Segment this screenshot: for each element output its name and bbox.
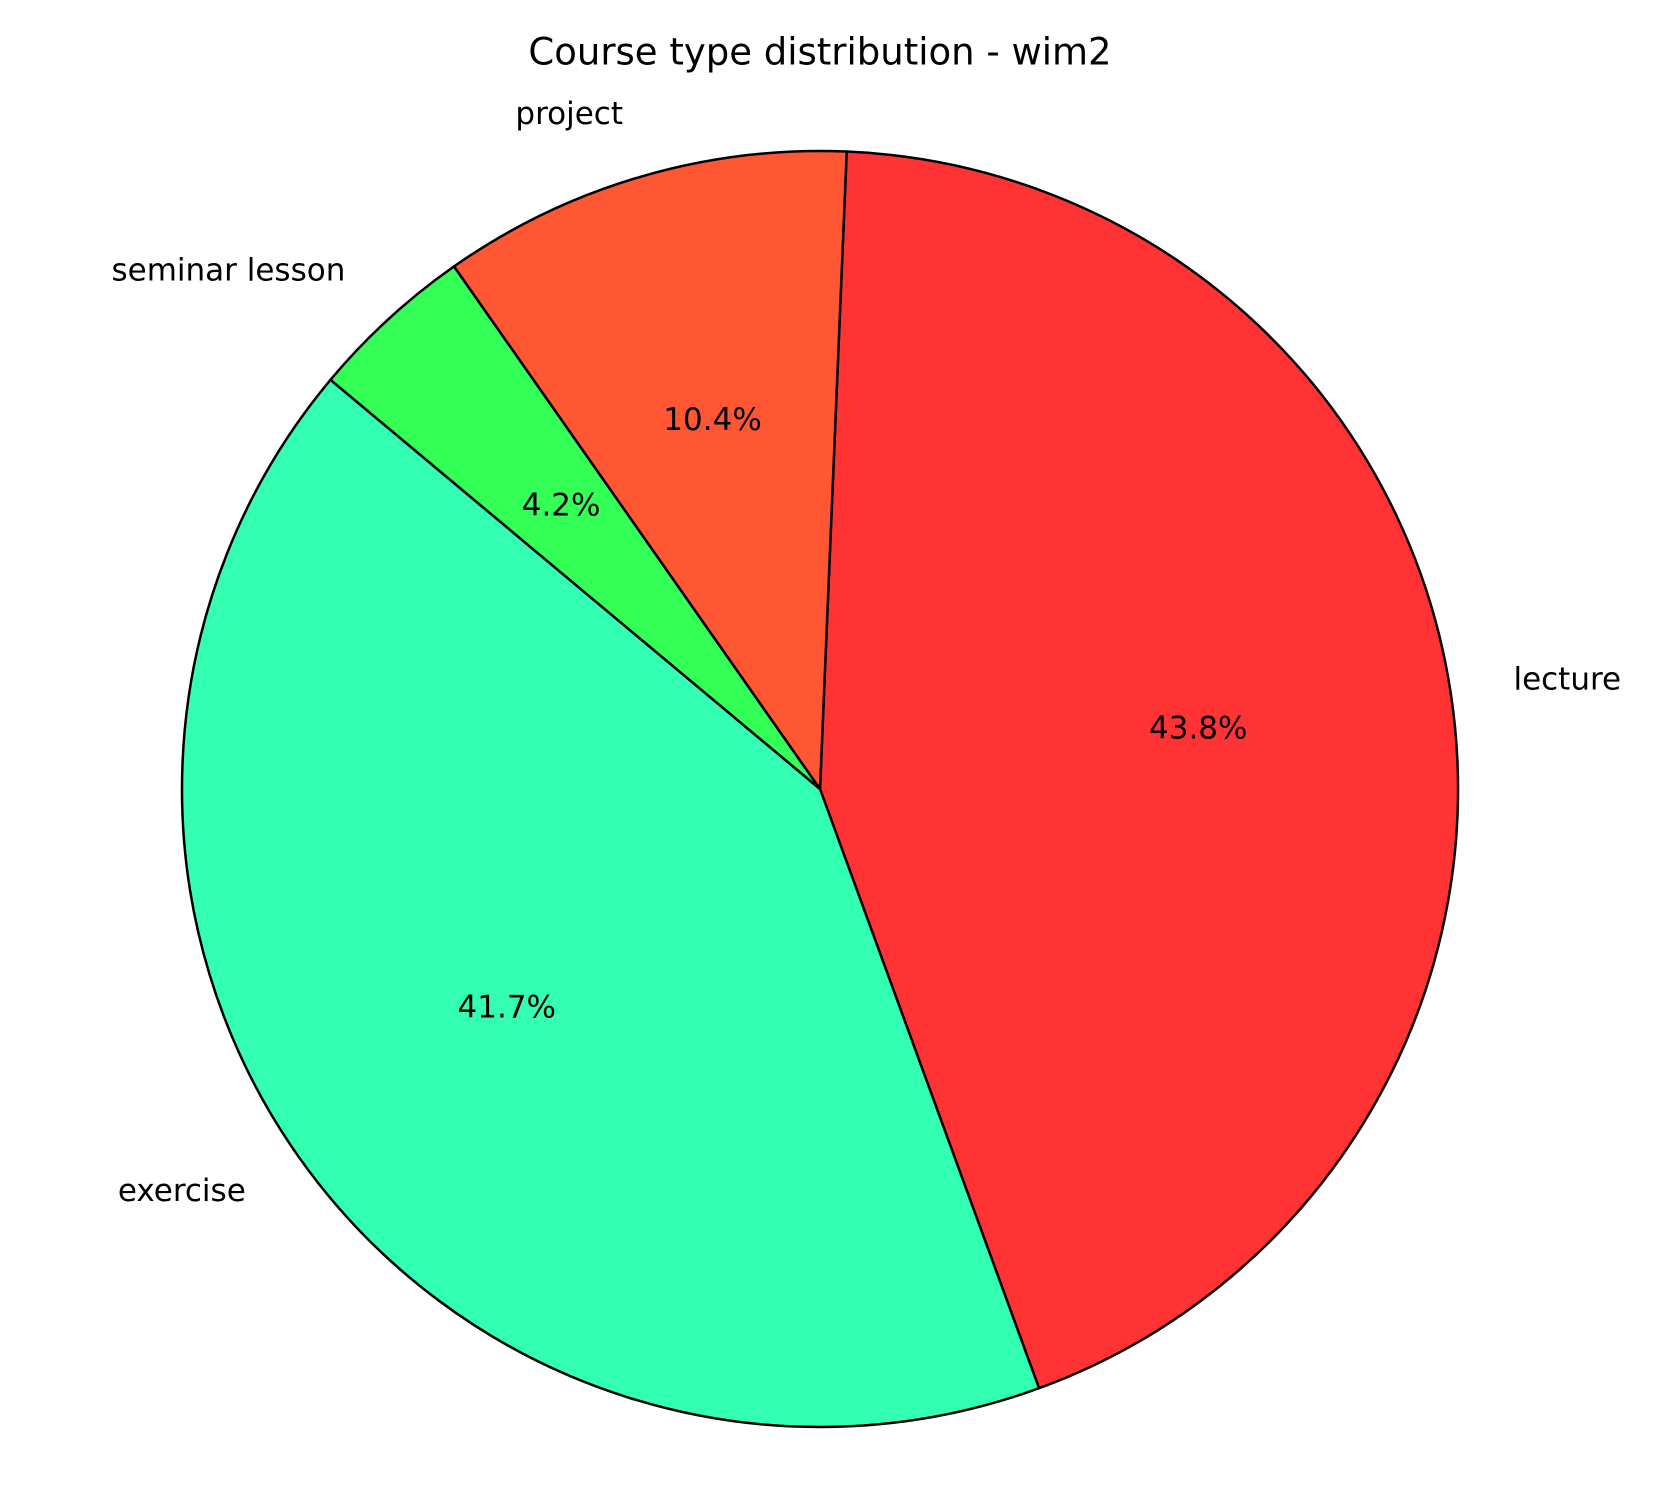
- slice-label: seminar lesson: [111, 253, 345, 289]
- slice-label: project: [515, 96, 623, 132]
- slice-label: exercise: [118, 1173, 246, 1209]
- percent-label: 43.8%: [1149, 711, 1247, 747]
- percent-label: 10.4%: [663, 402, 761, 438]
- slice-label: lecture: [1513, 662, 1621, 698]
- chart-title: Course type distribution - wim2: [528, 31, 1111, 74]
- percent-label: 4.2%: [522, 488, 601, 524]
- pie-slice: [452, 149, 848, 791]
- pie-slice: [818, 150, 1460, 1390]
- pie-slice: [180, 378, 1041, 1429]
- percent-label: 41.7%: [458, 990, 556, 1026]
